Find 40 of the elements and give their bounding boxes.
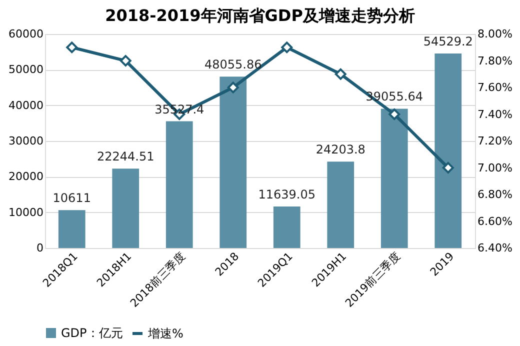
bar	[380, 108, 408, 248]
point	[334, 68, 346, 80]
y2-tick-label: 6.80%	[478, 188, 512, 201]
y2-tick-label: 7.80%	[478, 54, 512, 68]
y2-tick-label: 7.00%	[478, 161, 512, 174]
y-tick-label: 40000	[8, 98, 44, 112]
data-label: 22244.51	[96, 150, 154, 164]
data-label: 10611	[52, 191, 91, 206]
data-label: 11639.05	[258, 187, 316, 202]
point	[442, 162, 454, 174]
point	[281, 42, 293, 54]
chart-title: 2018-2019年河南省GDP及增速走势分析	[105, 6, 415, 25]
data-label: 24203.8	[316, 142, 366, 157]
bar	[327, 162, 354, 248]
y-tick-label: 0	[36, 242, 44, 254]
y2-tick-label: 7.40%	[478, 108, 512, 121]
bar	[112, 168, 140, 248]
data-label: 54529.2	[423, 34, 473, 49]
legend-label: 增速%	[147, 326, 184, 340]
y-tick-label: 20000	[8, 170, 44, 184]
bar	[166, 121, 193, 248]
y-tick-label: 60000	[8, 28, 44, 40]
y-tick-label: 50000	[8, 63, 44, 76]
point	[227, 82, 239, 94]
legend-label: GDP：亿元	[61, 326, 123, 340]
y2-tick-label: 6.60%	[478, 214, 512, 228]
y-tick-label: 10000	[8, 206, 44, 219]
bar	[273, 206, 300, 248]
y2-tick-label: 8.00%	[478, 28, 512, 40]
point	[388, 108, 400, 120]
data-label: 48055.86	[204, 58, 262, 72]
bar	[220, 76, 247, 248]
point	[120, 55, 132, 66]
bar	[58, 210, 86, 248]
y2-tick-label: 7.20%	[478, 134, 512, 148]
y-tick-label: 30000	[8, 134, 44, 148]
y2-tick-label: 6.40%	[478, 242, 512, 254]
point	[66, 42, 78, 54]
y2-tick-label: 7.60%	[478, 81, 512, 94]
bar	[434, 54, 462, 248]
